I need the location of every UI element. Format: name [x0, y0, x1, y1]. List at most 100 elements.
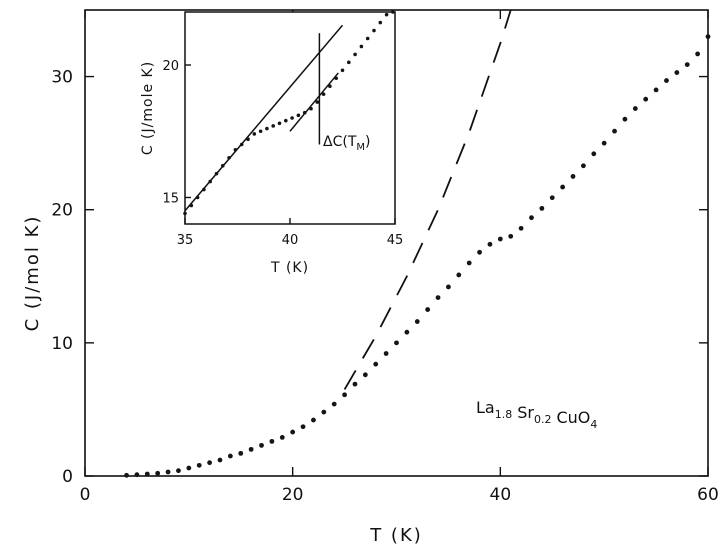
main-x-tick-label: 0 — [80, 485, 91, 505]
inset-data-point — [384, 12, 389, 17]
data-point — [300, 424, 306, 430]
data-point — [321, 409, 327, 415]
compound-label: La1.8 Sr0.2 CuO4 — [476, 398, 597, 431]
data-point — [695, 51, 701, 57]
data-point — [466, 260, 472, 266]
data-point — [394, 340, 399, 346]
compound-label-element: CuO — [556, 408, 590, 427]
data-point — [643, 96, 649, 102]
data-point — [622, 116, 628, 122]
data-point — [331, 401, 337, 407]
data-point — [155, 470, 161, 476]
data-point — [435, 295, 441, 300]
inset-data-point — [233, 148, 238, 152]
inset-data-point — [239, 142, 244, 147]
inset-y-axis-title: C (J/mole K) — [140, 61, 156, 155]
data-point — [653, 87, 659, 93]
data-point — [362, 372, 368, 378]
inset-data-point — [321, 92, 326, 96]
main-x-tick-label: 20 — [282, 485, 304, 505]
main-x-tick-label: 60 — [697, 485, 719, 505]
inset-x-tick-label: 45 — [387, 233, 404, 248]
data-point — [269, 438, 275, 444]
data-point — [248, 446, 254, 452]
inset-data-point — [208, 179, 212, 184]
data-point — [227, 453, 233, 459]
inset-data-point — [246, 137, 250, 141]
main-y-tick-label: 0 — [62, 467, 73, 487]
inset-data-point — [265, 126, 269, 131]
inset-x-tick-label: 35 — [177, 233, 194, 248]
inset-data-point — [328, 84, 332, 88]
data-point — [425, 307, 431, 312]
data-point — [570, 174, 576, 179]
data-point — [508, 233, 514, 239]
inset-data-point — [271, 124, 276, 128]
data-point — [560, 184, 566, 190]
main-y-tick-label: 10 — [51, 334, 73, 354]
data-point — [238, 450, 244, 456]
data-point — [601, 140, 607, 146]
inset-data-point — [290, 116, 294, 120]
data-point — [591, 151, 597, 157]
inset-data-point — [189, 203, 194, 208]
inset-data-point — [347, 60, 351, 65]
data-point — [165, 469, 171, 475]
data-point — [477, 249, 482, 255]
compound-label-element: La — [476, 398, 495, 417]
main-x-tick-label: 40 — [490, 485, 512, 505]
data-point — [279, 434, 285, 440]
data-point — [539, 205, 545, 211]
inset-fit-line — [289, 72, 339, 132]
data-point — [124, 472, 129, 478]
data-point — [134, 472, 140, 478]
compound-label-subscript: 0.2 — [534, 413, 552, 426]
data-point — [414, 319, 420, 324]
main-y-axis-title: C (J/mol K) — [22, 215, 43, 332]
inset-data-point — [365, 36, 370, 41]
inset-fit-line — [184, 24, 344, 212]
inset-data-point — [340, 68, 345, 73]
inset-data-point — [221, 163, 225, 168]
data-point — [518, 225, 524, 231]
inset-data-point — [252, 132, 257, 136]
inset-data-point — [258, 129, 263, 134]
data-point — [632, 106, 638, 111]
data-point — [581, 163, 586, 169]
data-point — [612, 128, 617, 134]
delta-c-annotation-close: ) — [365, 134, 370, 150]
data-point — [404, 329, 410, 335]
data-point — [446, 284, 451, 290]
data-point — [342, 392, 347, 398]
data-point — [456, 272, 462, 278]
inset-data-point — [277, 121, 282, 126]
data-point — [290, 429, 296, 435]
inset-data-point — [202, 187, 206, 192]
data-point — [186, 465, 192, 471]
data-point — [497, 236, 503, 242]
delta-c-annotation-main: ΔC(T — [323, 134, 357, 150]
compound-label-subscript: 1.8 — [495, 408, 513, 421]
data-point — [217, 457, 223, 463]
delta-c-annotation-subscript: M — [356, 142, 365, 153]
inset-data-point — [214, 171, 219, 176]
data-point — [684, 62, 690, 67]
inset-x-axis-title: T (K) — [270, 260, 309, 276]
main-plot-frame — [84, 9, 709, 477]
inset-data-point — [315, 100, 320, 104]
inset-data-point — [302, 110, 307, 115]
inset-data-point — [391, 10, 395, 14]
inset-y-tick-label: 20 — [162, 59, 179, 74]
inset-data-point — [378, 20, 383, 25]
inset-plot-frame — [184, 11, 396, 225]
main-y-tick-label: 30 — [51, 68, 73, 88]
data-point — [196, 462, 202, 468]
inset-data-point — [353, 52, 357, 57]
data-point — [664, 78, 669, 83]
inset-data-point — [183, 211, 187, 216]
compound-label-subscript: 4 — [590, 418, 597, 431]
delta-c-annotation: ΔC(TM) — [323, 134, 370, 153]
main-x-axis-title: T (K) — [369, 525, 423, 546]
